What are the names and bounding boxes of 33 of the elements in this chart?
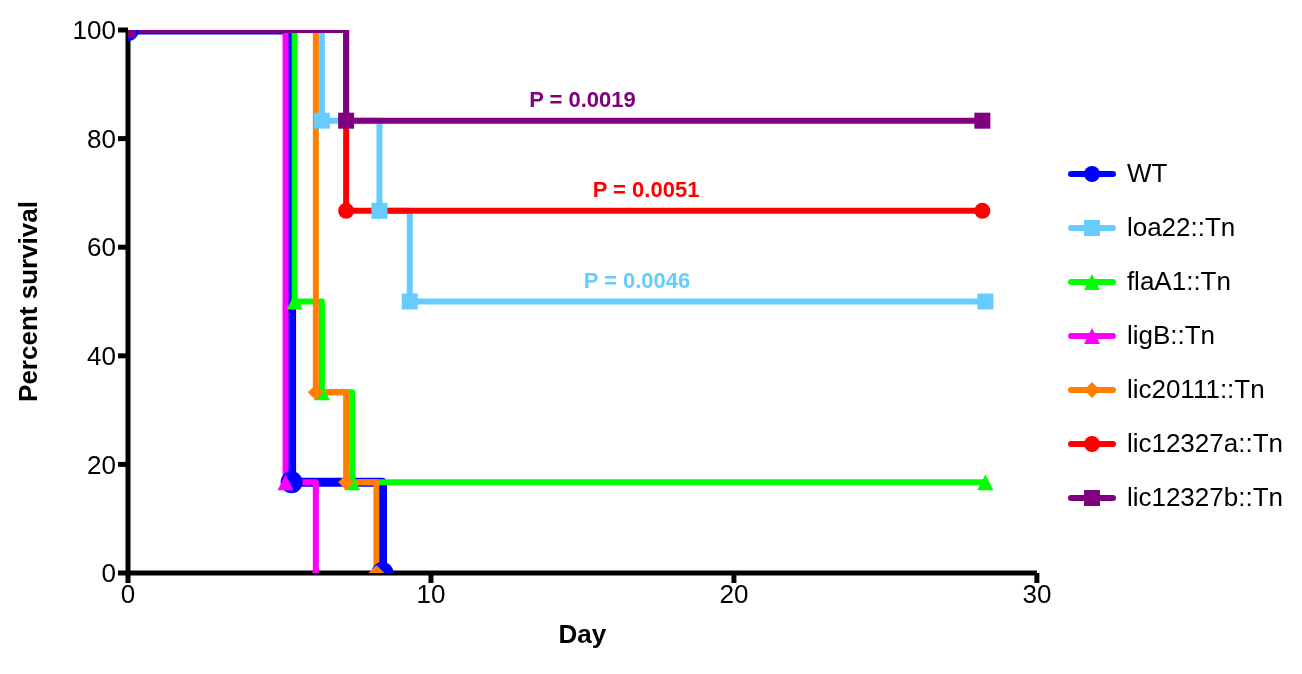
annotation: P = 0.0051 (592, 176, 700, 202)
x-tick-label: 20 (719, 579, 749, 610)
x-axis-title: Day (558, 619, 607, 649)
point (974, 112, 991, 129)
x-tick-label: 10 (416, 579, 446, 610)
legend-label: ligB::Tn (1126, 320, 1216, 351)
y-tick-label: 20 (87, 449, 116, 480)
point (313, 112, 330, 129)
legend-label: lic12327b::Tn (1126, 482, 1283, 513)
legend-label: loa22::Tn (1126, 212, 1236, 243)
y-tick-label: 60 (87, 232, 116, 263)
x-tick-label: 30 (1022, 579, 1052, 610)
y-tick-label: 80 (87, 123, 116, 154)
x-tick-label: 0 (120, 579, 136, 610)
point (338, 474, 355, 491)
y-tick-label: 100 (72, 15, 116, 46)
point (401, 293, 418, 310)
y-tick-label: 0 (101, 558, 116, 589)
y-tick-label: 40 (87, 341, 116, 372)
point (977, 293, 994, 310)
point (371, 202, 388, 219)
annotation: P = 0.0046 (583, 267, 691, 293)
point (974, 202, 991, 219)
point (338, 112, 355, 129)
y-axis-title: Percent survival (13, 201, 44, 402)
legend-label: lic20111::Tn (1126, 374, 1265, 405)
annotation: P = 0.0019 (529, 86, 636, 112)
legend-label: lic12327a::Tn (1126, 428, 1283, 459)
legend-label: WT (1126, 158, 1168, 189)
point (307, 384, 324, 401)
legend-label: flaA1::Tn (1126, 266, 1231, 297)
point (338, 202, 355, 219)
point (977, 474, 994, 491)
